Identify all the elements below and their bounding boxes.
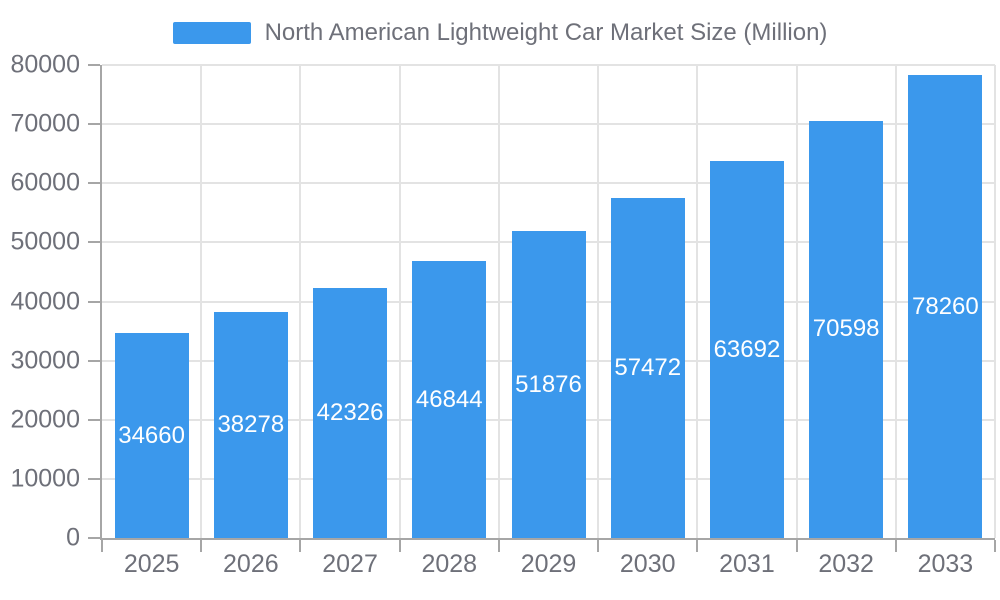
y-gridline: [102, 123, 995, 126]
x-axis-label: 2028: [421, 550, 478, 578]
y-axis-label: 50000: [10, 227, 80, 256]
x-gridline: [398, 65, 401, 538]
y-axis-label: 10000: [10, 464, 80, 493]
x-gridline: [497, 65, 500, 538]
x-axis-label: 2031: [719, 550, 775, 578]
y-axis-label: 30000: [10, 346, 80, 375]
bar: 78260: [908, 75, 983, 538]
bar: 57472: [610, 198, 685, 538]
y-gridline: [102, 64, 995, 66]
bar-value-label: 57472: [614, 354, 682, 382]
legend-item[interactable]: North American Lightweight Car Market Si…: [172, 19, 828, 47]
x-axis-tick: [597, 540, 600, 552]
x-axis-tick: [497, 540, 500, 552]
x-axis-label: 2025: [123, 550, 180, 578]
y-axis-label: 20000: [10, 405, 80, 434]
y-axis-label: 0: [66, 523, 80, 552]
x-gridline: [795, 65, 798, 538]
y-axis-label: 40000: [10, 287, 80, 315]
bar-value-label: 46844: [415, 385, 483, 413]
y-axis-tick: [88, 64, 100, 66]
bar-value-label: 34660: [118, 421, 185, 449]
y-axis-tick: [88, 477, 100, 480]
chart-legend: North American Lightweight Car Market Si…: [0, 19, 1000, 47]
x-axis-tick: [696, 540, 699, 552]
x-axis-tick: [795, 540, 798, 552]
bar-value-label: 63692: [713, 335, 781, 363]
x-axis-tick: [101, 540, 103, 552]
x-axis-label: 2029: [520, 550, 577, 578]
bar: 34660: [114, 333, 189, 538]
bar-value-label: 38278: [217, 410, 285, 438]
x-axis-tick: [200, 540, 203, 552]
x-axis-label: 2033: [917, 550, 974, 578]
x-gridline: [299, 65, 302, 538]
bar-value-label: 78260: [912, 292, 979, 320]
x-axis-label: 2027: [322, 550, 378, 578]
x-axis-tick: [398, 540, 401, 552]
y-axis-tick: [88, 418, 100, 421]
bar: 38278: [213, 311, 288, 538]
y-axis-tick: [88, 359, 100, 362]
x-gridline: [597, 65, 600, 538]
y-axis-label: 80000: [10, 50, 80, 79]
bar: 63692: [709, 161, 784, 538]
x-axis-tick: [994, 540, 996, 552]
y-axis-tick: [88, 123, 100, 126]
x-gridline: [894, 65, 897, 538]
x-gridline: [994, 65, 996, 538]
x-gridline: [696, 65, 699, 538]
y-axis-label: 70000: [10, 109, 80, 138]
legend-swatch-icon: [172, 22, 251, 44]
x-gridline: [200, 65, 203, 538]
y-axis-tick: [88, 537, 100, 539]
bar-value-label: 51876: [515, 370, 582, 398]
bar: 46844: [412, 261, 487, 538]
x-axis-label: 2032: [818, 550, 874, 578]
y-axis-tick: [88, 300, 100, 303]
y-axis-tick: [88, 182, 100, 185]
bar: 42326: [313, 287, 388, 538]
legend-label: North American Lightweight Car Market Si…: [264, 19, 828, 46]
x-axis-tick: [299, 540, 302, 552]
bar-value-label: 70598: [812, 315, 880, 343]
bar-value-label: 42326: [316, 398, 384, 426]
y-axis-label: 60000: [10, 168, 80, 197]
bar: 70598: [809, 120, 884, 538]
x-axis-tick: [894, 540, 897, 552]
plot-area: 0 10000 20000 30000 40000 50000 60000 70000 8000…: [10, 52, 996, 577]
x-axis-label: 2026: [223, 550, 279, 578]
y-axis-tick: [88, 241, 100, 244]
y-gridline: [102, 182, 995, 185]
bar: 51876: [511, 231, 586, 538]
x-axis-label: 2030: [619, 550, 676, 578]
